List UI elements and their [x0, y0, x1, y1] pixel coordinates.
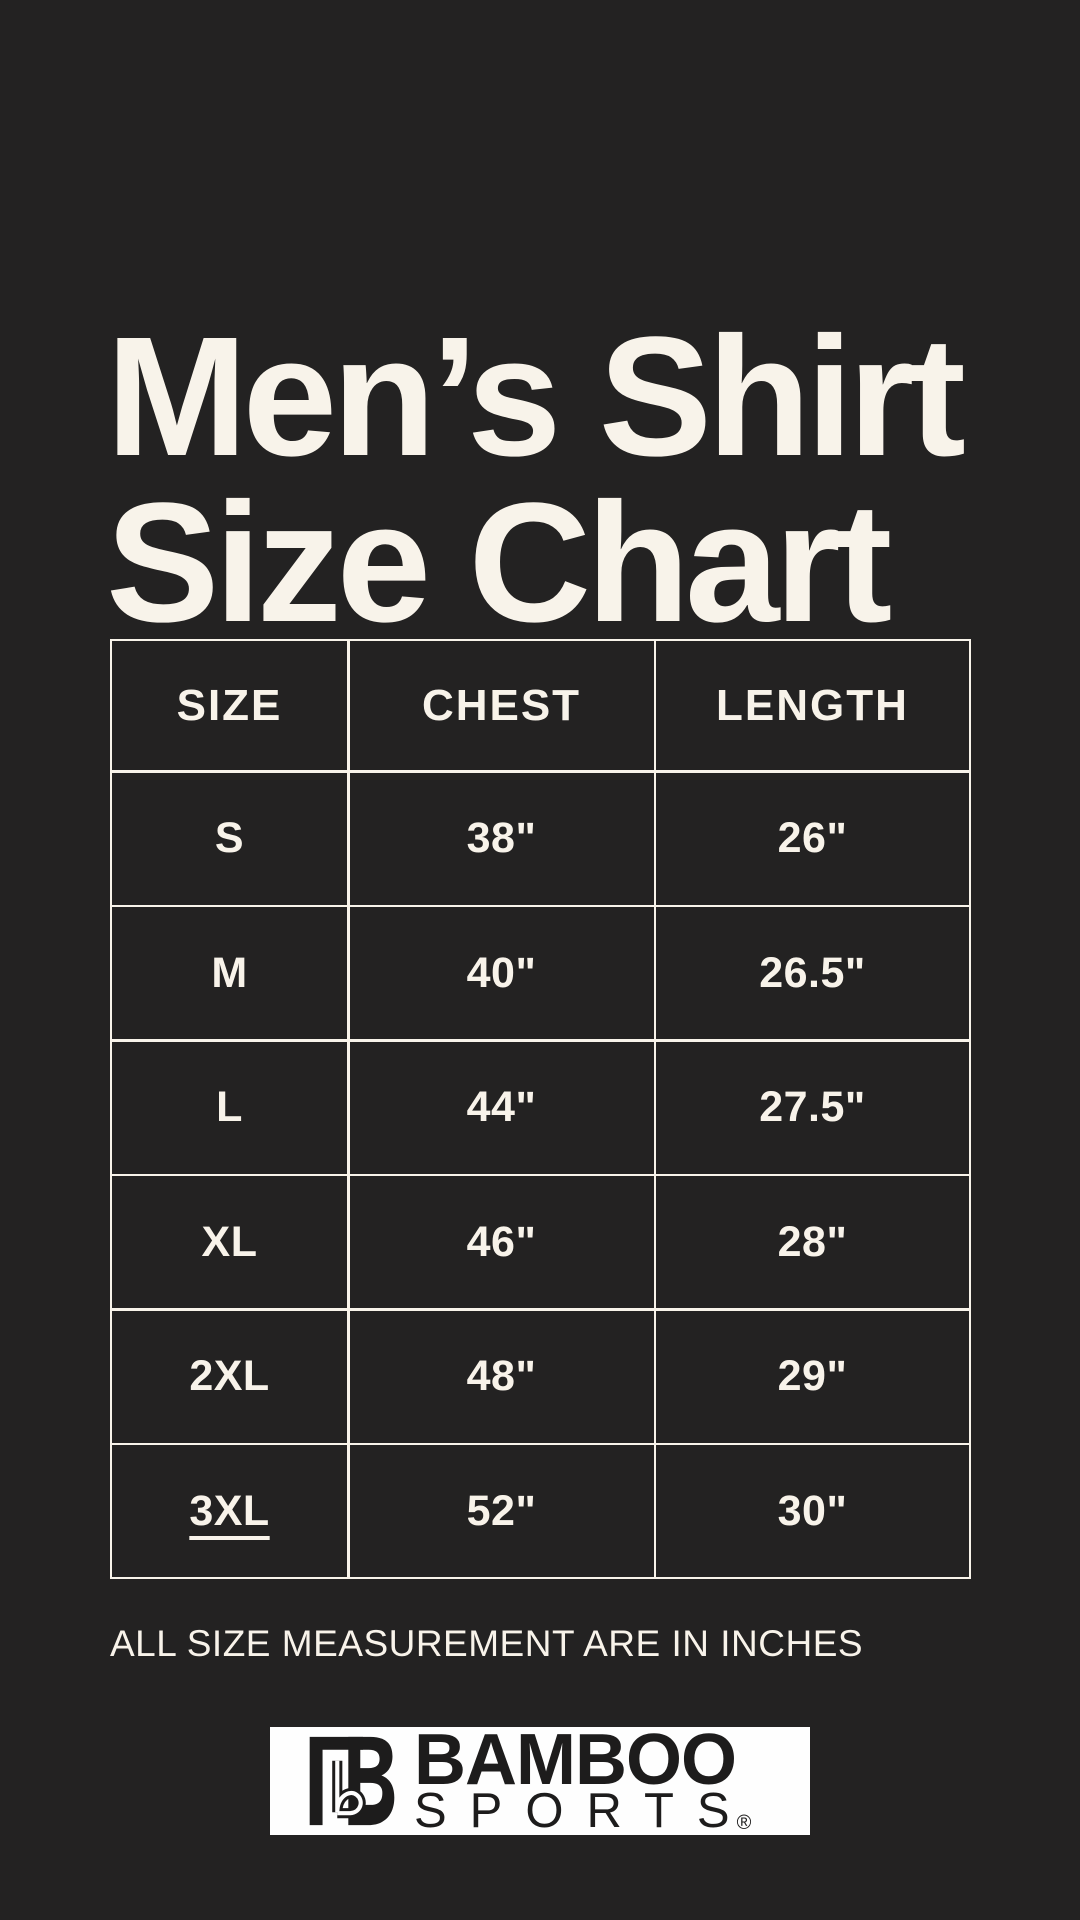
length-cell: 30"	[656, 1445, 969, 1577]
column-header-size: SIZE	[112, 641, 347, 770]
bamboo-sports-b-monogram-icon	[309, 1736, 395, 1826]
chest-cell: 44"	[349, 1041, 654, 1174]
size-cell: 2XL	[112, 1310, 347, 1443]
size-cell: S	[112, 772, 347, 905]
brand-name-top: BAMBOO	[414, 1719, 737, 1800]
chest-cell: 48"	[349, 1310, 654, 1443]
brand-logo: BAMBOO SPORTS ®	[270, 1719, 810, 1838]
units-note: ALL SIZE MEASUREMENT ARE IN INCHES	[110, 1623, 864, 1664]
length-cell: 26"	[656, 772, 969, 905]
brand-name-bottom: SPORTS	[414, 1783, 753, 1838]
length-cell: 27.5"	[656, 1041, 969, 1174]
size-cell: M	[112, 907, 347, 1039]
size-cell: XL	[112, 1176, 347, 1308]
size-cell: L	[112, 1041, 347, 1174]
length-cell: 29"	[656, 1310, 969, 1443]
chest-cell: 46"	[349, 1176, 654, 1308]
chest-cell: 40"	[349, 907, 654, 1039]
brand-wordmark: BAMBOO SPORTS ®	[414, 1719, 753, 1838]
size-chart-table: SIZE CHEST LENGTH S 38" 26" M 40" 26.5" …	[110, 639, 971, 1579]
chest-cell: 38"	[349, 772, 654, 905]
length-cell: 26.5"	[656, 907, 969, 1039]
registered-trademark-icon: ®	[736, 1811, 752, 1834]
size-cell-3xl-label: 3XL	[189, 1486, 270, 1535]
page-title-line2: Size Chart	[106, 467, 892, 658]
chest-cell: 52"	[349, 1445, 654, 1577]
size-cell: 3XL	[112, 1445, 347, 1577]
column-header-length: LENGTH	[656, 641, 969, 770]
page-title: Men’s Shirt Size Chart	[106, 312, 966, 648]
column-header-chest: CHEST	[349, 641, 654, 770]
length-cell: 28"	[656, 1176, 969, 1308]
page-title-line1: Men’s Shirt	[106, 301, 966, 492]
